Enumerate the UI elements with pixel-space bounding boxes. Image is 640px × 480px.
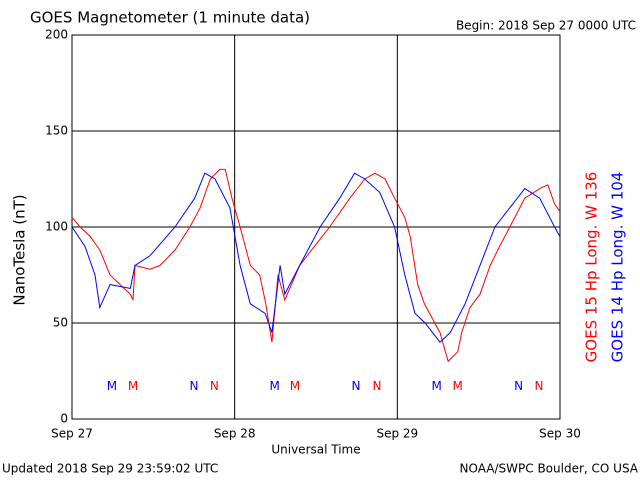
event-marker: M xyxy=(269,379,279,393)
y-tick-label: 200 xyxy=(45,28,68,42)
y-axis-label: NanoTesla (nT) xyxy=(11,194,29,305)
footer-right: NOAA/SWPC Boulder, CO USA xyxy=(460,462,639,476)
x-tick-label: Sep 28 xyxy=(214,427,256,441)
y-tick-label: 0 xyxy=(60,412,68,426)
series-line xyxy=(71,172,561,343)
event-marker: M xyxy=(290,379,300,393)
x-tick-label: Sep 27 xyxy=(51,427,93,441)
legend-entry: GOES 14 Hp Long. W 104 xyxy=(609,172,627,363)
event-marker: N xyxy=(534,379,543,393)
chart-title: GOES Magnetometer (1 minute data) xyxy=(30,9,310,27)
y-tick-label: 50 xyxy=(53,316,68,330)
legend-entry: GOES 15 Hp Long. W 136 xyxy=(583,172,601,363)
y-tick-label: 150 xyxy=(45,124,68,138)
event-marker: M xyxy=(431,379,441,393)
event-marker: M xyxy=(452,379,462,393)
event-marker: N xyxy=(351,379,360,393)
x-axis-label: Universal Time xyxy=(271,443,360,457)
chart-subtitle: Begin: 2018 Sep 27 0000 UTC xyxy=(456,19,636,33)
event-marker: M xyxy=(107,379,117,393)
x-tick-label: Sep 29 xyxy=(376,427,418,441)
event-marker: N xyxy=(190,379,199,393)
x-tick-label: Sep 30 xyxy=(539,427,581,441)
event-marker: M xyxy=(128,379,138,393)
event-marker: N xyxy=(373,379,382,393)
event-marker: N xyxy=(210,379,219,393)
y-tick-label: 100 xyxy=(45,220,68,234)
footer-left: Updated 2018 Sep 29 23:59:02 UTC xyxy=(2,462,218,476)
event-marker: N xyxy=(514,379,523,393)
